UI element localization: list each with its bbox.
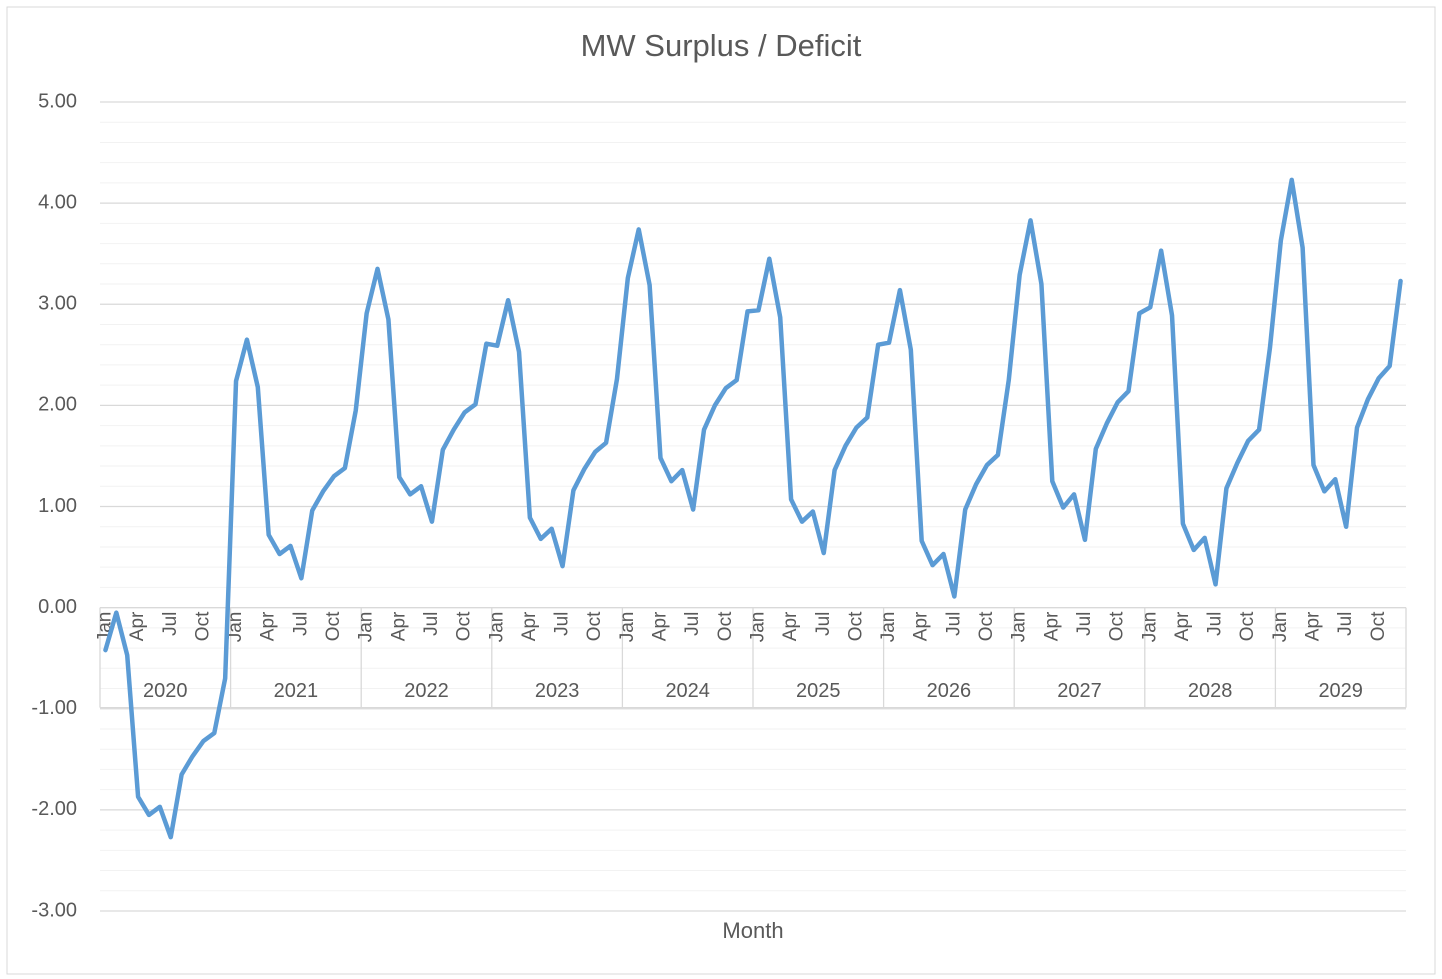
year-label: 2022 [404, 680, 449, 702]
x-tick-label: Jul [421, 612, 442, 636]
y-tick-label: 5.00 [38, 90, 77, 112]
x-tick-label: Oct [845, 611, 866, 641]
y-tick-label: 2.00 [38, 394, 77, 416]
x-tick-label: Jan [225, 612, 246, 643]
y-tick-label: -1.00 [31, 697, 77, 719]
x-tick-label: Oct [584, 611, 605, 641]
year-label: 2028 [1188, 680, 1233, 702]
data-line [103, 177, 1403, 840]
x-tick-label: Apr [388, 611, 409, 641]
x-tick-label: Jul [813, 612, 834, 636]
x-tick-label: Oct [192, 611, 213, 641]
year-label: 2029 [1318, 680, 1363, 702]
year-label: 2021 [274, 680, 319, 702]
x-tick-label: Jan [1139, 612, 1160, 643]
x-tick-label: Oct [1368, 611, 1389, 641]
x-tick-label: Jul [552, 612, 573, 636]
x-tick-label: Apr [911, 611, 932, 641]
x-tick-label: Jan [747, 612, 768, 643]
y-tick-label: 3.00 [38, 293, 77, 315]
x-tick-label: Jan [617, 612, 638, 643]
chart-title: MW Surplus / Deficit [581, 28, 862, 63]
x-tick-label: Oct [976, 611, 997, 641]
x-tick-label: Apr [1303, 611, 1324, 641]
x-tick-label: Jul [1074, 612, 1095, 636]
year-label: 2020 [143, 680, 188, 702]
x-tick-label: Jan [356, 612, 377, 643]
x-tick-label: Oct [1107, 611, 1128, 641]
year-label: 2023 [535, 680, 580, 702]
x-tick-label: Apr [1041, 611, 1062, 641]
chart-border [6, 6, 1436, 975]
x-tick-label: Jul [160, 612, 181, 636]
x-tick-label: Apr [127, 611, 148, 641]
year-label: 2025 [796, 680, 841, 702]
x-axis-title: Month [722, 918, 783, 943]
y-tick-label: 4.00 [38, 191, 77, 213]
x-tick-label: Apr [519, 611, 540, 641]
x-tick-label: Jul [682, 612, 703, 636]
year-label: 2026 [927, 680, 972, 702]
x-tick-label: Apr [1172, 611, 1193, 641]
x-tick-label: Oct [454, 611, 475, 641]
x-tick-label: Jul [1205, 612, 1226, 636]
x-tick-label: Oct [715, 611, 736, 641]
x-tick-label: Jan [1009, 612, 1030, 643]
x-tick-label: Jan [878, 612, 899, 643]
y-tick-label: -2.00 [31, 798, 77, 820]
x-tick-label: Jan [1270, 612, 1291, 643]
x-tick-label: Oct [323, 611, 344, 641]
x-tick-label: Apr [258, 611, 279, 641]
y-tick-label: 0.00 [38, 596, 77, 618]
x-tick-label: Jan [486, 612, 507, 643]
x-tick-label: Jul [1335, 612, 1356, 636]
x-tick-label: Oct [1237, 611, 1258, 641]
x-tick-label: Jul [290, 612, 311, 636]
x-tick-label: Apr [650, 611, 671, 641]
y-tick-label: -3.00 [31, 899, 77, 921]
y-tick-label: 1.00 [38, 495, 77, 517]
year-label: 2027 [1057, 680, 1102, 702]
x-tick-label: Apr [780, 611, 801, 641]
year-label: 2024 [665, 680, 710, 702]
x-tick-label: Jul [943, 612, 964, 636]
